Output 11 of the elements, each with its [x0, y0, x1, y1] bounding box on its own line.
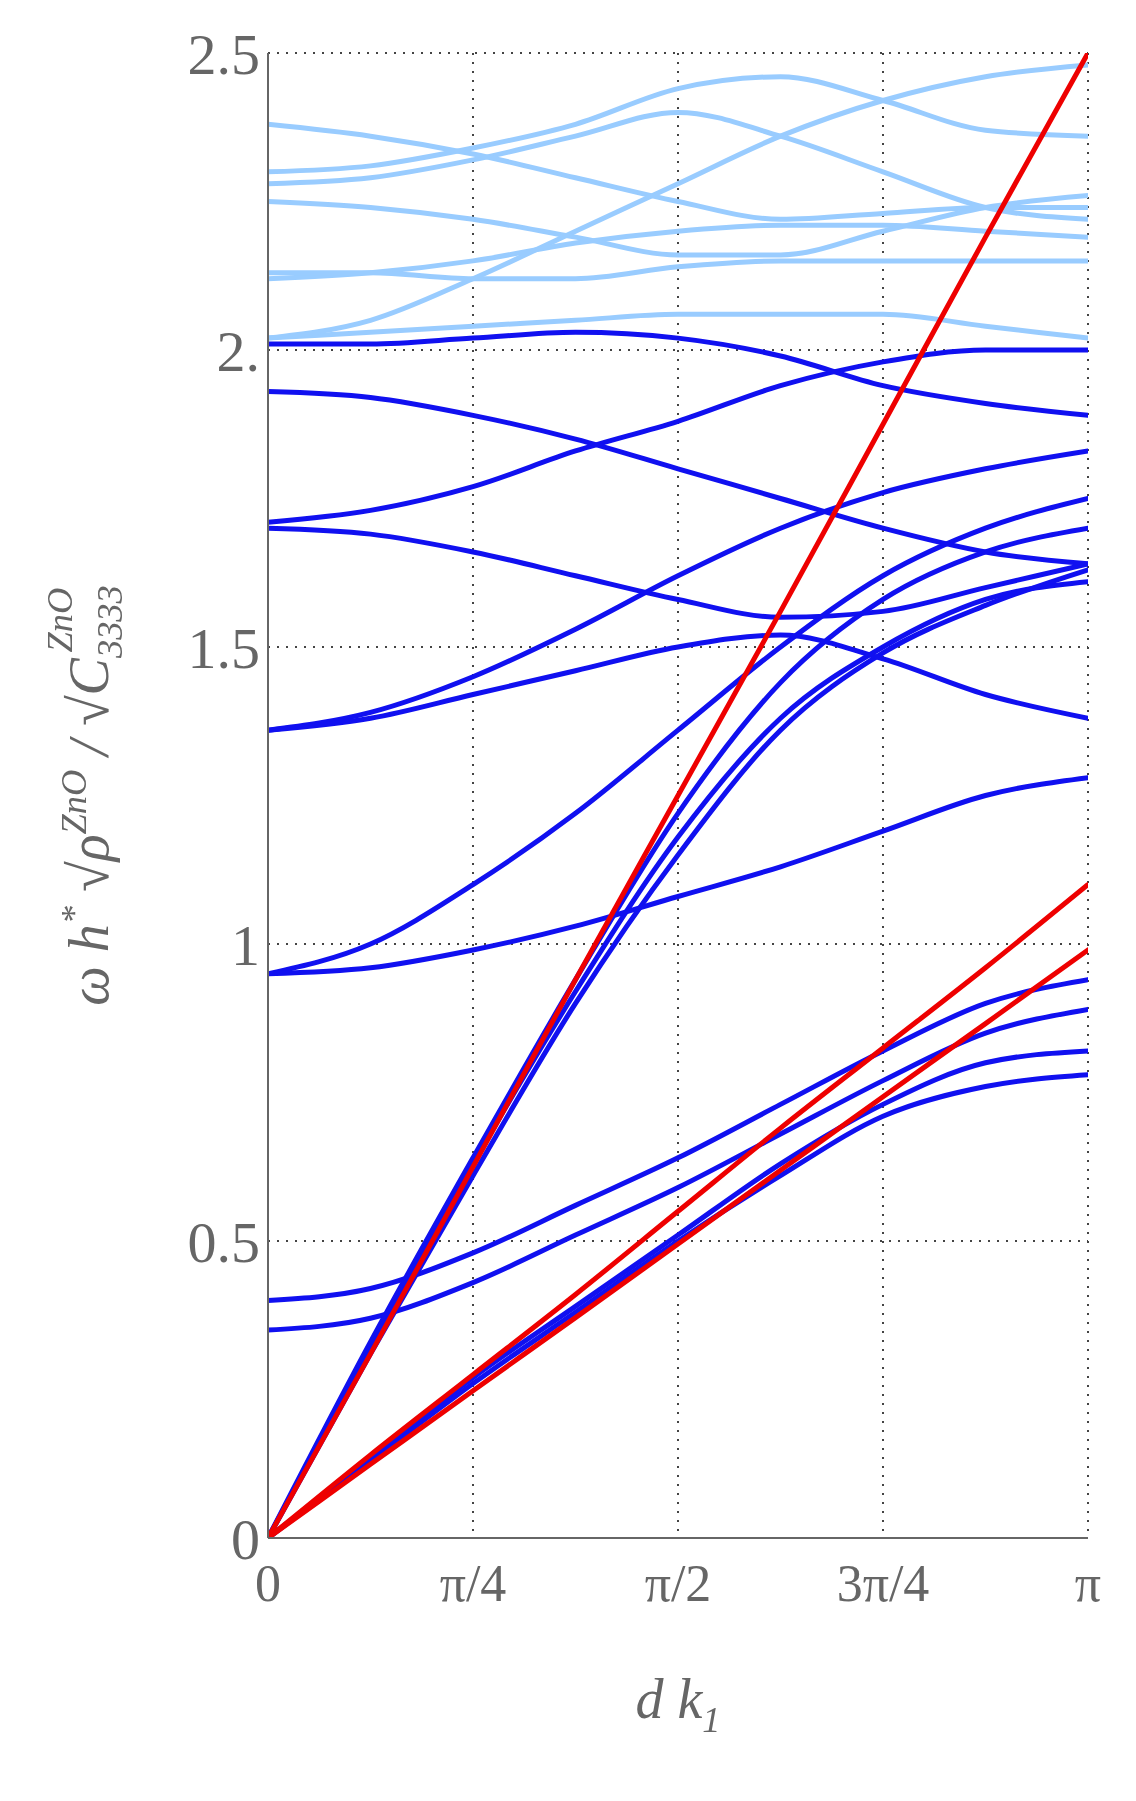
y-tick-label: 2. — [216, 318, 260, 384]
y-tick-label: 2.5 — [187, 21, 260, 87]
x-tick-label: π — [1074, 1555, 1102, 1612]
x-axis-title: d k$_{1}$ — [635, 1668, 721, 1740]
y-tick-label: 1.5 — [187, 615, 260, 681]
x-tick-label: π/4 — [439, 1555, 507, 1612]
x-tick-label: π/2 — [644, 1555, 712, 1612]
y-tick-label: 0.5 — [187, 1209, 260, 1275]
y-tick-label: 0 — [231, 1506, 260, 1572]
x-tick-label: 3π/4 — [836, 1555, 930, 1612]
y-tick-label: 1 — [231, 912, 260, 978]
